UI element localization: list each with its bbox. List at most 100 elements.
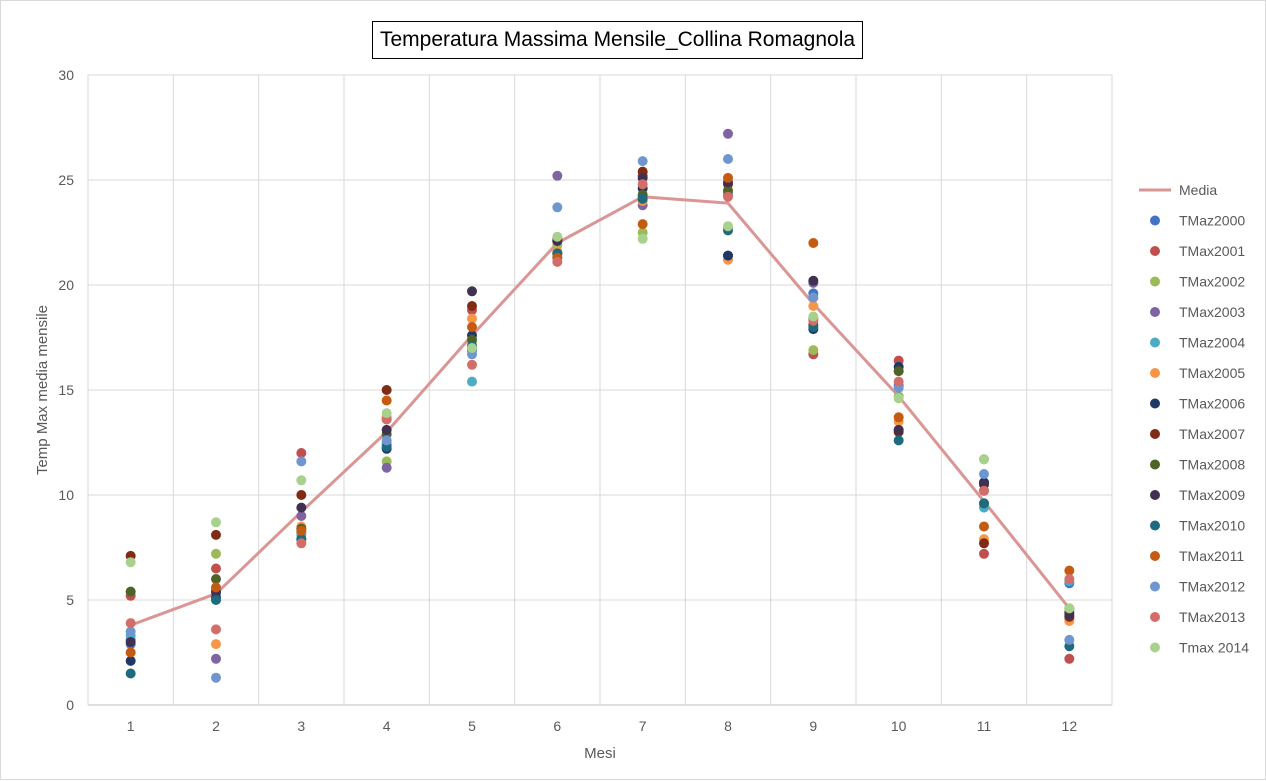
data-point — [467, 301, 477, 311]
y-tick-label: 0 — [66, 697, 74, 713]
data-point — [979, 498, 989, 509]
data-point — [808, 292, 819, 303]
legend-marker — [1150, 246, 1160, 256]
data-point — [637, 219, 648, 230]
data-point — [893, 393, 904, 404]
legend-label: TMax2001 — [1179, 243, 1245, 259]
data-point — [125, 618, 136, 629]
data-point — [979, 485, 989, 496]
chart-title: Temperatura Massima Mensile_Collina Roma… — [372, 21, 864, 59]
x-tick-label: 12 — [1062, 718, 1078, 734]
y-tick-label: 25 — [58, 172, 74, 188]
data-point — [467, 286, 477, 297]
data-point — [979, 538, 989, 549]
data-point — [467, 322, 477, 332]
x-tick-label: 2 — [212, 718, 220, 734]
data-point — [211, 574, 221, 584]
legend-marker — [1150, 581, 1160, 592]
data-point — [211, 595, 221, 605]
legend-marker — [1150, 612, 1160, 622]
data-point — [1064, 634, 1075, 645]
data-point — [296, 456, 307, 467]
legend-label: TMax2013 — [1179, 609, 1245, 625]
data-point — [979, 469, 989, 479]
data-point — [296, 490, 307, 500]
data-point — [296, 475, 307, 486]
legend-marker — [1150, 398, 1160, 409]
data-point — [125, 586, 136, 597]
legend-marker — [1150, 215, 1160, 226]
data-point — [893, 435, 904, 446]
legend-label: TMaz2004 — [1179, 335, 1245, 351]
data-point — [467, 343, 477, 353]
data-point — [211, 548, 221, 559]
data-point — [296, 538, 307, 549]
data-point — [296, 525, 307, 536]
data-point — [296, 502, 307, 513]
x-tick-label: 5 — [468, 718, 476, 734]
legend-label: TMax2005 — [1179, 365, 1245, 381]
legend-label: Tmax 2014 — [1179, 640, 1249, 656]
data-point — [211, 563, 221, 574]
data-point — [467, 376, 477, 387]
data-point — [552, 231, 563, 242]
data-point — [381, 395, 392, 406]
data-point — [211, 672, 221, 683]
data-point — [723, 128, 733, 139]
data-point — [211, 639, 221, 650]
data-point — [808, 238, 819, 248]
legend-marker — [1150, 368, 1160, 378]
y-axis-title: Temp Max media mensile — [34, 305, 51, 475]
data-point — [211, 653, 221, 664]
data-point — [1064, 603, 1075, 614]
data-point — [467, 313, 477, 324]
legend-label: TMax2011 — [1179, 548, 1244, 564]
data-point — [637, 179, 648, 190]
y-tick-label: 30 — [58, 67, 74, 83]
y-tick-labels: 0 5 10 15 20 25 30 — [58, 67, 74, 713]
data-point — [125, 637, 136, 647]
data-point — [381, 462, 392, 473]
legend-marker — [1150, 337, 1160, 348]
legend-label: TMax2012 — [1179, 579, 1245, 595]
x-tick-label: 1 — [127, 718, 135, 734]
data-point — [552, 256, 563, 267]
legend-marker — [1150, 642, 1160, 653]
data-point — [211, 582, 221, 593]
data-point — [381, 385, 392, 395]
data-point — [1064, 653, 1075, 664]
legend-label: Media — [1179, 182, 1217, 198]
data-point — [296, 511, 307, 521]
data-point — [637, 233, 648, 244]
data-point — [381, 435, 392, 446]
data-point — [893, 424, 904, 435]
legend-label: TMax2009 — [1179, 487, 1245, 503]
y-tick-label: 10 — [58, 487, 74, 503]
data-point — [893, 376, 904, 387]
data-point — [723, 154, 733, 164]
data-point — [893, 366, 904, 377]
legend-marker — [1150, 551, 1160, 561]
data-point — [211, 517, 221, 528]
x-tick-label: 10 — [891, 718, 907, 734]
legend: Media TMaz2000 TMax2001 TMax2002 TMax2003 TMa… — [1139, 182, 1249, 656]
data-point — [125, 655, 136, 666]
data-point — [467, 359, 477, 370]
legend-label: TMax2010 — [1179, 518, 1245, 534]
data-point — [723, 191, 733, 202]
x-tick-label: 7 — [639, 718, 647, 734]
data-point — [381, 424, 392, 435]
y-tick-label: 15 — [58, 382, 74, 398]
legend-label: TMaz2000 — [1179, 213, 1245, 229]
data-point — [125, 668, 136, 679]
y-tick-label: 5 — [66, 592, 74, 608]
legend-label: TMax2003 — [1179, 304, 1245, 320]
legend-marker — [1150, 307, 1160, 317]
data-point — [979, 521, 989, 532]
x-tick-label: 9 — [809, 718, 817, 734]
data-point — [1064, 574, 1075, 584]
legend-label: TMax2007 — [1179, 426, 1245, 442]
data-point — [723, 250, 733, 261]
legend-marker — [1150, 459, 1160, 470]
